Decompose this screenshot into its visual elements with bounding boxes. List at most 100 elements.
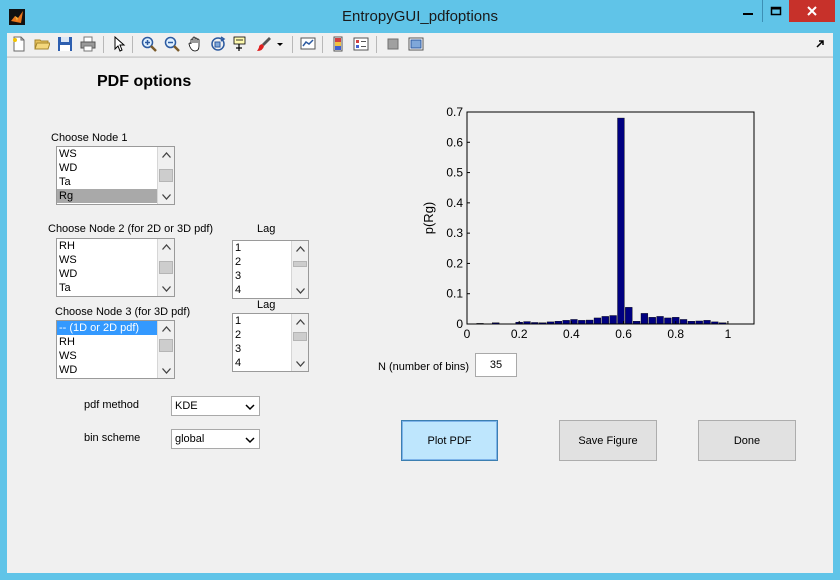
histogram-bar [640, 313, 649, 325]
list-item[interactable]: 1 [235, 242, 242, 254]
title-bar: EntropyGUI_pdfoptions [0, 0, 840, 33]
pdf-method-value: KDE [175, 400, 198, 412]
lag2-listbox[interactable]: 1 2 3 4 [232, 313, 309, 372]
chevron-down-icon [245, 437, 255, 444]
histogram-bar [703, 320, 711, 325]
zoom-in-icon[interactable] [141, 36, 157, 52]
scroll-up-icon[interactable] [158, 239, 174, 254]
scrollbar[interactable] [291, 241, 308, 298]
scroll-thumb[interactable] [293, 332, 307, 341]
dropdown-arrow-icon[interactable] [275, 36, 285, 52]
chevron-down-icon [245, 404, 255, 411]
scroll-thumb[interactable] [159, 339, 173, 352]
scroll-up-icon[interactable] [292, 314, 308, 329]
legend-icon[interactable] [353, 36, 369, 52]
dock-arrow-icon[interactable] [813, 36, 827, 52]
lag1-listbox[interactable]: 1 2 3 4 [232, 240, 309, 299]
node2-listbox[interactable]: RH WS WD Ta [56, 238, 175, 297]
scroll-up-icon[interactable] [292, 241, 308, 256]
scrollbar[interactable] [157, 239, 174, 296]
list-item[interactable]: WS [59, 350, 77, 362]
scroll-down-icon[interactable] [158, 189, 174, 204]
node1-listbox[interactable]: WS WD Ta Rg [56, 146, 175, 205]
close-button[interactable] [789, 0, 835, 22]
list-item[interactable]: 4 [235, 357, 242, 369]
y-tick-label: 0.2 [446, 256, 463, 270]
plot-pdf-button[interactable]: Plot PDF [401, 420, 498, 461]
rotate-3d-icon[interactable] [210, 36, 226, 52]
scroll-thumb[interactable] [159, 261, 173, 274]
scroll-down-icon[interactable] [158, 281, 174, 296]
data-cursor-icon[interactable] [233, 36, 249, 52]
histogram-bar [664, 317, 672, 325]
scroll-thumb[interactable] [293, 261, 307, 267]
x-tick-label: 0.2 [511, 327, 528, 341]
scroll-down-icon[interactable] [292, 283, 308, 298]
histogram-bar [617, 117, 625, 325]
node2-label: Choose Node 2 (for 2D or 3D pdf) [48, 223, 214, 235]
node1-label: Choose Node 1 [51, 132, 128, 144]
list-item[interactable]: WS [59, 148, 77, 160]
pdf-options-heading: PDF options [97, 73, 192, 90]
y-tick-label: 0 [456, 317, 463, 331]
y-tick-label: 0.3 [446, 226, 463, 240]
open-folder-icon[interactable] [34, 36, 50, 52]
maximize-button[interactable] [762, 0, 790, 22]
list-item[interactable]: RH [59, 336, 75, 348]
new-file-icon[interactable] [11, 36, 27, 52]
list-item[interactable]: 3 [235, 343, 242, 355]
histogram-bar [609, 315, 617, 325]
pdf-method-select[interactable]: KDE [171, 396, 260, 416]
minimize-button[interactable] [734, 0, 762, 22]
list-item[interactable]: 4 [235, 284, 242, 296]
list-item[interactable]: WD [59, 364, 78, 376]
pointer-icon[interactable] [111, 36, 127, 52]
brush-icon[interactable] [256, 36, 272, 52]
list-item[interactable]: WD [59, 268, 78, 280]
node3-listbox[interactable]: -- (1D or 2D pdf) RH WS WD [56, 320, 175, 379]
pan-hand-icon[interactable] [187, 36, 203, 52]
bin-scheme-select[interactable]: global [171, 429, 260, 449]
save-figure-button[interactable]: Save Figure [559, 420, 657, 461]
list-item[interactable]: 2 [235, 329, 242, 341]
scrollbar[interactable] [157, 147, 174, 204]
y-tick-label: 0.4 [446, 196, 463, 210]
y-tick-label: 0.7 [446, 105, 463, 119]
scroll-up-icon[interactable] [158, 147, 174, 162]
scroll-up-icon[interactable] [158, 321, 174, 336]
histogram-bar [601, 316, 609, 325]
scroll-down-icon[interactable] [158, 363, 174, 378]
list-item[interactable]: RH [59, 240, 75, 252]
scroll-thumb[interactable] [159, 169, 173, 182]
list-item[interactable]: Ta [59, 176, 71, 188]
histogram-bar [593, 317, 602, 325]
list-item[interactable]: WD [59, 162, 78, 174]
matlab-app-icon [9, 9, 25, 25]
histogram-bar [562, 320, 570, 325]
histogram-bar [578, 320, 586, 325]
list-item[interactable]: Ta [59, 282, 71, 294]
figure-toolbar [7, 33, 833, 57]
save-icon[interactable] [57, 36, 73, 52]
list-item-selected[interactable]: -- (1D or 2D pdf) [57, 321, 174, 335]
hide-plot-tools-icon[interactable] [385, 36, 401, 52]
x-tick-label: 0.4 [563, 327, 580, 341]
scrollbar[interactable] [291, 314, 308, 371]
nbins-input[interactable]: 35 [475, 353, 517, 377]
y-axis-label: p(Rg) [421, 202, 436, 235]
list-item[interactable]: WS [59, 254, 77, 266]
print-icon[interactable] [80, 36, 96, 52]
list-item[interactable]: 1 [235, 315, 242, 327]
link-plot-icon[interactable] [300, 36, 316, 52]
show-plot-tools-icon[interactable] [408, 36, 424, 52]
list-item[interactable]: 2 [235, 256, 242, 268]
list-item[interactable]: 3 [235, 270, 242, 282]
zoom-out-icon[interactable] [164, 36, 180, 52]
scrollbar[interactable] [157, 321, 174, 378]
scroll-down-icon[interactable] [292, 356, 308, 371]
done-button[interactable]: Done [698, 420, 796, 461]
list-item-selected[interactable]: Rg [57, 189, 174, 203]
colorbar-icon[interactable] [330, 36, 346, 52]
figure-window: PDF options Choose Node 1 WS WD Ta Rg Ch… [7, 33, 833, 573]
